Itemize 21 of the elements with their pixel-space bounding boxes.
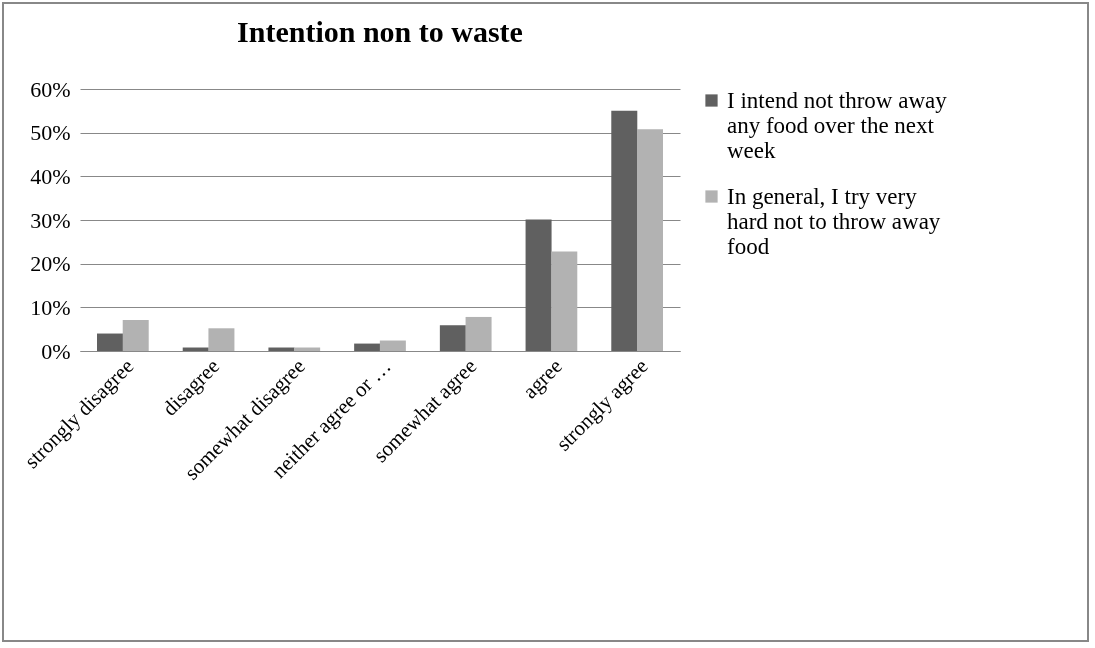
y-tick-label: 40% (30, 163, 71, 189)
chart-title: Intention non to waste (237, 15, 523, 48)
bar (122, 320, 149, 351)
bar (637, 129, 663, 351)
y-tick-label: 50% (30, 120, 71, 146)
legend-label: In general, I try very hard not to throw away food (727, 183, 941, 259)
y-tick-label: 30% (30, 207, 71, 233)
legend-label: I intend not throw away any food over the next week (727, 87, 948, 163)
y-tick-label: 0% (41, 338, 71, 364)
bar (525, 219, 552, 351)
bar (611, 110, 638, 351)
bar (97, 333, 123, 351)
y-tick-label: 10% (30, 294, 71, 320)
y-tick-label: 20% (30, 251, 71, 277)
bar (354, 343, 381, 351)
bar (465, 316, 492, 351)
bar (439, 325, 466, 351)
y-tick-label: 60% (30, 76, 71, 102)
bar (379, 340, 406, 351)
bar (208, 328, 235, 351)
bar (551, 251, 578, 351)
